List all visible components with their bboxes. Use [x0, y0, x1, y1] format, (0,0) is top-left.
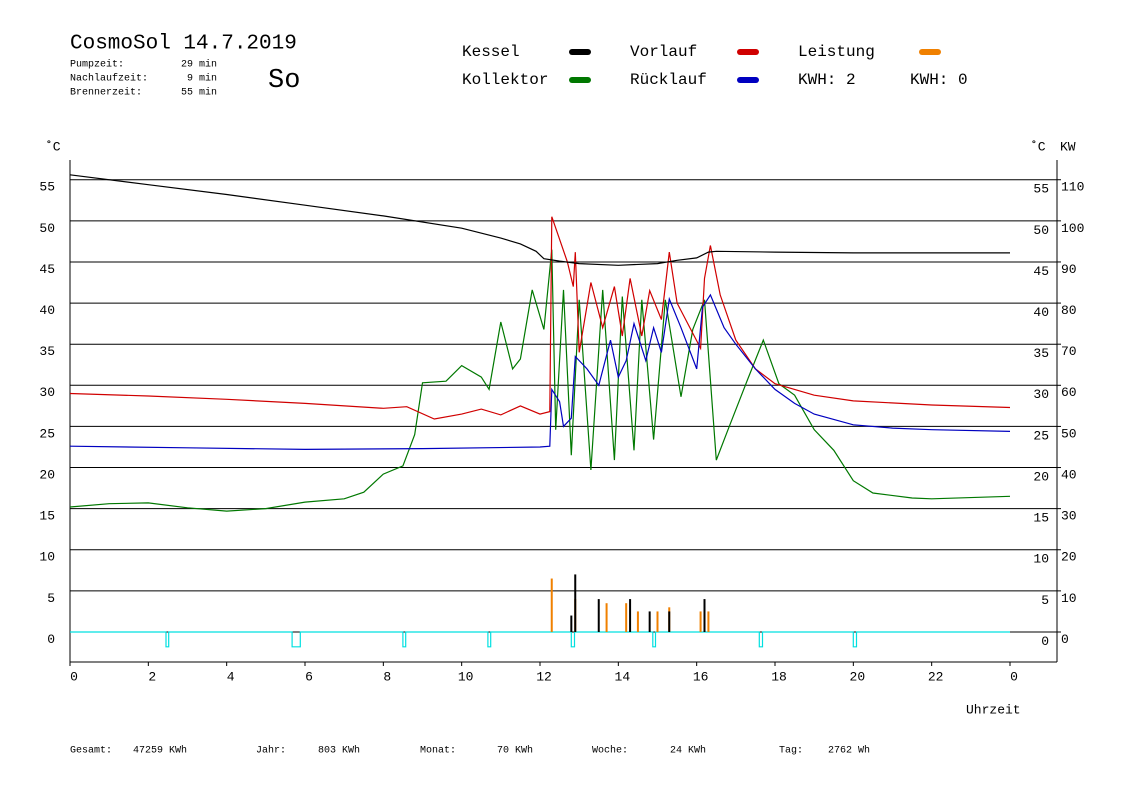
x-tick-label: 6 [305, 669, 313, 684]
y-tick-label-right: 45 [1033, 264, 1049, 279]
y2-tick-label: 60 [1061, 385, 1077, 400]
legend-label: Kollektor [462, 71, 548, 89]
y2-tick-label: 90 [1061, 262, 1077, 277]
power-bar [699, 611, 702, 632]
y-tick-label: 40 [39, 303, 55, 318]
y-tick-label: 0 [47, 632, 55, 647]
y-tick-label-right: 20 [1033, 469, 1049, 484]
power-bar [574, 574, 577, 632]
y2-tick-label: 110 [1061, 180, 1084, 195]
series-line [69, 249, 1011, 512]
power-bar [636, 611, 639, 632]
series-line [69, 216, 1011, 420]
y2-tick-label: 20 [1061, 550, 1077, 565]
day-label: So [268, 66, 300, 96]
x-tick-label: 22 [928, 669, 944, 684]
series-line [69, 293, 1011, 451]
total-label: Monat: [420, 746, 456, 757]
x-tick-label: 4 [227, 669, 235, 684]
y-tick-label: 30 [39, 385, 55, 400]
y-unit-right: ˚C [1030, 139, 1046, 154]
total-value: 2762 Wh [828, 745, 870, 757]
x-tick-label: 0 [1010, 669, 1018, 684]
stat-label: Pumpzeit: [70, 59, 124, 71]
y-tick-label: 45 [39, 262, 55, 277]
y-tick-label: 10 [39, 550, 55, 565]
power-bar [605, 603, 608, 632]
legend-label: Kessel [462, 43, 520, 61]
y2-tick-label: 0 [1061, 632, 1069, 647]
y-tick-label: 20 [39, 467, 55, 482]
y-tick-label-right: 55 [1033, 182, 1049, 197]
power-bar [629, 599, 632, 632]
legend-label: Vorlauf [630, 43, 697, 61]
y2-tick-label: 30 [1061, 509, 1077, 524]
stat-value: 9 min [187, 73, 217, 85]
power-bar [597, 599, 600, 632]
y2-tick-label: 100 [1061, 221, 1084, 236]
x-tick-label: 0 [70, 669, 78, 684]
power-bar [656, 611, 659, 632]
x-tick-label: 16 [693, 669, 709, 684]
y-tick-label: 5 [47, 591, 55, 606]
y2-tick-label: 80 [1061, 303, 1077, 318]
x-axis-label: Uhrzeit [966, 702, 1021, 717]
power-bar [703, 599, 706, 632]
y-tick-label: 15 [39, 509, 55, 524]
total-label: Jahr: [256, 745, 286, 757]
y-tick-label: 55 [39, 180, 55, 195]
y2-tick-label: 70 [1061, 344, 1077, 359]
y-tick-label-right: 25 [1033, 428, 1049, 443]
power-bar [668, 611, 671, 632]
stat-value: 55 min [181, 87, 217, 99]
y2-tick-label: 10 [1061, 591, 1077, 606]
y-tick-label-right: 50 [1033, 223, 1049, 238]
stat-label: Nachlaufzeit: [70, 73, 148, 85]
stat-value: 29 min [181, 59, 217, 71]
y-tick-label-right: 0 [1041, 634, 1049, 649]
total-value: 47259 KWh [133, 745, 187, 757]
power-bar [625, 603, 628, 632]
y-tick-label: 25 [39, 426, 55, 441]
series-line [69, 174, 1010, 266]
y2-unit: KW [1060, 139, 1076, 154]
x-tick-label: 20 [850, 669, 866, 684]
y-tick-label-right: 15 [1033, 511, 1049, 526]
kwh-label: KWH: 0 [910, 71, 968, 89]
legend-label: Rücklauf [630, 71, 707, 89]
x-tick-label: 14 [615, 669, 631, 684]
legend-label: Leistung [798, 43, 875, 61]
kwh-label: KWH: 2 [798, 71, 856, 89]
chart-title: CosmoSol 14.7.2019 [70, 33, 297, 56]
y-tick-label-right: 30 [1033, 387, 1049, 402]
total-value: 24 KWh [670, 745, 706, 757]
total-label: Tag: [779, 746, 803, 757]
total-value: 70 KWh [497, 745, 533, 757]
series-line [70, 631, 1010, 648]
y2-tick-label: 50 [1061, 426, 1077, 441]
x-tick-label: 2 [148, 669, 156, 684]
y-unit: ˚C [45, 139, 61, 154]
x-tick-label: 18 [771, 669, 787, 684]
power-bar [648, 611, 651, 632]
total-label: Woche: [592, 745, 628, 757]
total-label: Gesamt: [70, 746, 112, 757]
power-bar [570, 615, 573, 632]
y-tick-label-right: 5 [1041, 593, 1049, 608]
y-tick-label: 50 [39, 221, 55, 236]
power-bar [550, 578, 553, 632]
x-tick-label: 12 [536, 669, 552, 684]
y-tick-label-right: 35 [1033, 346, 1049, 361]
y-tick-label: 35 [39, 344, 55, 359]
y-tick-label-right: 40 [1033, 305, 1049, 320]
power-bar [707, 611, 710, 632]
y2-tick-label: 40 [1061, 467, 1077, 482]
stat-label: Brennerzeit: [70, 87, 142, 99]
x-tick-label: 10 [458, 669, 474, 684]
total-value: 803 KWh [318, 745, 360, 757]
x-tick-label: 8 [383, 669, 391, 684]
y-tick-label-right: 10 [1033, 552, 1049, 567]
